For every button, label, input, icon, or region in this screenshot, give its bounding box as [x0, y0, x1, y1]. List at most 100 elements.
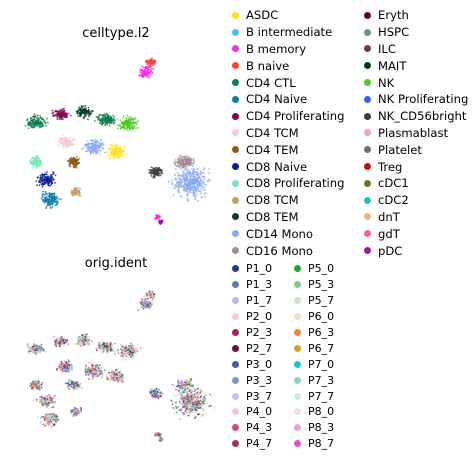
scatter-point [117, 156, 119, 159]
scatter-point [189, 161, 192, 164]
scatter-point [30, 347, 33, 350]
scatter-point [58, 118, 61, 120]
legend-marker [364, 179, 371, 187]
scatter-point [52, 417, 54, 419]
scatter-point [203, 167, 206, 169]
scatter-point [177, 182, 180, 185]
scatter-point [139, 301, 142, 304]
scatter-point [172, 193, 175, 196]
scatter-point [98, 122, 101, 125]
scatter-point [201, 179, 204, 182]
scatter-point [137, 126, 140, 129]
scatter-point [59, 369, 62, 372]
scatter-point [54, 401, 57, 404]
scatter-point [152, 167, 154, 169]
scatter-point [68, 141, 71, 143]
scatter-point [77, 162, 80, 164]
scatter-point [202, 413, 204, 416]
scatter-point [150, 296, 152, 299]
legend-marker [364, 196, 371, 204]
scatter-point [40, 173, 43, 176]
scatter-point [186, 185, 189, 187]
scatter-point [102, 350, 105, 353]
scatter-point [119, 154, 122, 157]
scatter-point [62, 339, 65, 342]
scatter-point [94, 376, 97, 379]
scatter-point [150, 175, 153, 177]
scatter-point [109, 374, 112, 377]
scatter-point [66, 365, 68, 368]
scatter-point [93, 120, 96, 122]
scatter-point [189, 172, 192, 175]
scatter-point [32, 115, 35, 118]
scatter-point [41, 118, 43, 121]
scatter-point [109, 341, 112, 344]
scatter-point [58, 345, 61, 348]
scatter-point [194, 180, 197, 183]
scatter-point [29, 353, 32, 355]
scatter-point [78, 106, 80, 109]
scatter-point [68, 364, 70, 366]
scatter-point [130, 355, 132, 358]
scatter-point [35, 158, 38, 160]
scatter-point [48, 181, 50, 184]
scatter-point [171, 179, 173, 182]
scatter-point [71, 382, 73, 385]
scatter-point [58, 139, 61, 141]
scatter-point [106, 348, 109, 351]
legend-entry: HSPC [364, 24, 468, 41]
scatter-point [209, 393, 212, 396]
scatter-point [68, 164, 71, 166]
scatter-point [62, 134, 65, 137]
scatter-point [149, 171, 152, 174]
scatter-point [38, 184, 41, 187]
legend-label: Treg [378, 159, 403, 174]
scatter-point [91, 363, 93, 366]
scatter-point [89, 145, 92, 148]
scatter-point [60, 343, 62, 346]
scatter-point [159, 174, 162, 177]
scatter-point [50, 412, 52, 415]
legend-label: ILC [378, 41, 396, 56]
scatter-point [158, 220, 160, 223]
scatter-point [53, 192, 55, 195]
scatter-point [64, 136, 67, 139]
scatter-point [42, 179, 45, 182]
scatter-point [36, 350, 39, 353]
scatter-point [53, 394, 56, 397]
scatter-point [157, 397, 160, 400]
scatter-point [124, 120, 126, 123]
scatter-point [54, 415, 57, 417]
scatter-point [108, 346, 111, 348]
scatter-point [120, 344, 122, 347]
scatter-point [46, 117, 48, 120]
scatter-point [119, 380, 122, 383]
scatter-point [141, 303, 143, 306]
scatter-point [85, 112, 88, 115]
scatter-point [40, 400, 43, 403]
scatter-point [61, 111, 63, 114]
scatter-point [39, 116, 42, 119]
scatter-point [100, 143, 102, 146]
scatter-point [85, 110, 88, 113]
scatter-point [179, 409, 182, 412]
scatter-point [192, 194, 195, 197]
scatter-point [151, 64, 154, 67]
scatter-point [194, 170, 197, 173]
scatter-point [117, 376, 120, 379]
scatter-point [53, 196, 56, 199]
scatter-point [42, 402, 45, 405]
scatter-point [158, 174, 161, 177]
scatter-point [148, 389, 151, 392]
scatter-point [85, 364, 87, 367]
scatter-point [101, 339, 104, 342]
scatter-point [60, 338, 63, 341]
scatter-point [60, 366, 63, 369]
scatter-point [83, 334, 86, 337]
scatter-point [92, 372, 94, 375]
scatter-point [130, 119, 132, 121]
scatter-point [44, 402, 47, 405]
scatter-point [95, 370, 98, 372]
scatter-point [170, 400, 173, 402]
scatter-point [136, 121, 139, 124]
